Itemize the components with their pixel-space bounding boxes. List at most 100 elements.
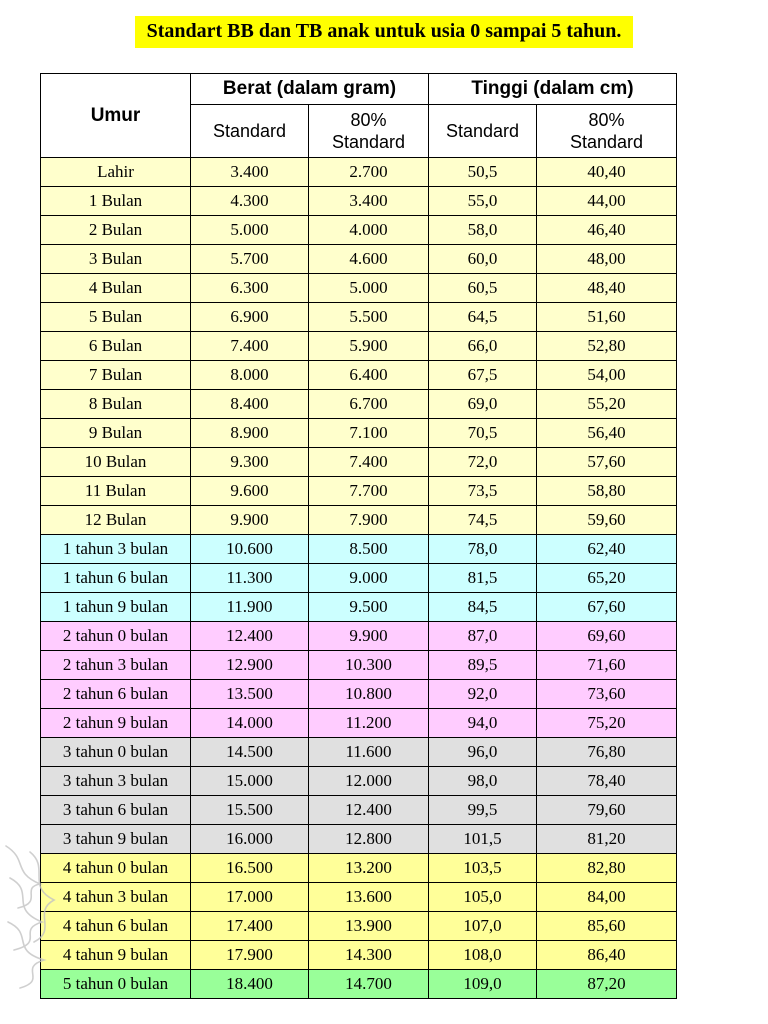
- berat-80-cell: 5.000: [308, 273, 429, 303]
- berat-80-cell: 14.700: [308, 969, 429, 999]
- tinggi-group-header: Tinggi (dalam cm): [428, 73, 677, 105]
- table-row: 6 Bulan 7.400 5.900 66,0 52,80: [40, 331, 677, 361]
- berat-80-cell: 4.000: [308, 215, 429, 245]
- tinggi-standard-cell: 99,5: [428, 795, 537, 825]
- tinggi-80-cell: 44,00: [536, 186, 677, 216]
- berat-standard-cell: 6.900: [190, 302, 309, 332]
- table-row: 12 Bulan 9.900 7.900 74,5 59,60: [40, 505, 677, 535]
- table-row: 4 Bulan 6.300 5.000 60,5 48,40: [40, 273, 677, 303]
- tinggi-standard-cell: 103,5: [428, 853, 537, 883]
- tinggi-standard-cell: 96,0: [428, 737, 537, 767]
- berat-80-cell: 10.300: [308, 650, 429, 680]
- berat-80-cell: 8.500: [308, 534, 429, 564]
- berat-standard-cell: 5.000: [190, 215, 309, 245]
- title-bar: Standart BB dan TB anak untuk usia 0 sam…: [0, 0, 768, 48]
- umur-cell: 9 Bulan: [40, 418, 191, 448]
- umur-cell: 10 Bulan: [40, 447, 191, 477]
- table-row: 2 tahun 0 bulan 12.400 9.900 87,0 69,60: [40, 621, 677, 651]
- table-row: 3 tahun 0 bulan 14.500 11.600 96,0 76,80: [40, 737, 677, 767]
- berat-80-cell: 2.700: [308, 157, 429, 187]
- umur-cell: 4 tahun 3 bulan: [40, 882, 191, 912]
- table-row: 5 Bulan 6.900 5.500 64,5 51,60: [40, 302, 677, 332]
- umur-cell: 4 tahun 6 bulan: [40, 911, 191, 941]
- berat-standard-cell: 16.500: [190, 853, 309, 883]
- umur-cell: 3 tahun 3 bulan: [40, 766, 191, 796]
- berat-standard-cell: 9.600: [190, 476, 309, 506]
- tinggi-standard-cell: 69,0: [428, 389, 537, 419]
- berat-standard-cell: 13.500: [190, 679, 309, 709]
- tinggi-standard-cell: 92,0: [428, 679, 537, 709]
- tinggi-80-cell: 46,40: [536, 215, 677, 245]
- table-row: 9 Bulan 8.900 7.100 70,5 56,40: [40, 418, 677, 448]
- berat-standard-cell: 16.000: [190, 824, 309, 854]
- umur-cell: 8 Bulan: [40, 389, 191, 419]
- table-row: 5 tahun 0 bulan 18.400 14.700 109,0 87,20: [40, 969, 677, 999]
- berat-80-cell: 12.000: [308, 766, 429, 796]
- tinggi-standard-cell: 94,0: [428, 708, 537, 738]
- tinggi-standard-cell: 109,0: [428, 969, 537, 999]
- tinggi-standard-cell: 50,5: [428, 157, 537, 187]
- berat-80-cell: 9.500: [308, 592, 429, 622]
- tinggi-80-cell: 62,40: [536, 534, 677, 564]
- umur-cell: 2 tahun 9 bulan: [40, 708, 191, 738]
- table-row: 4 tahun 0 bulan 16.500 13.200 103,5 82,80: [40, 853, 677, 883]
- berat-80-cell: 13.900: [308, 911, 429, 941]
- berat-80-standard-header: 80% Standard: [308, 104, 429, 158]
- tinggi-80-cell: 78,40: [536, 766, 677, 796]
- berat-group-header: Berat (dalam gram): [190, 73, 429, 105]
- tinggi-80-cell: 69,60: [536, 621, 677, 651]
- tinggi-80-cell: 65,20: [536, 563, 677, 593]
- umur-cell: 5 tahun 0 bulan: [40, 969, 191, 999]
- table-row: 3 tahun 3 bulan 15.000 12.000 98,0 78,40: [40, 766, 677, 796]
- berat-standard-cell: 12.900: [190, 650, 309, 680]
- berat-80-cell: 13.200: [308, 853, 429, 883]
- tinggi-80-cell: 79,60: [536, 795, 677, 825]
- tinggi-80-cell: 58,80: [536, 476, 677, 506]
- tinggi-80-cell: 52,80: [536, 331, 677, 361]
- table-row: 1 tahun 6 bulan 11.300 9.000 81,5 65,20: [40, 563, 677, 593]
- berat-80-cell: 7.700: [308, 476, 429, 506]
- page-title: Standart BB dan TB anak untuk usia 0 sam…: [134, 16, 634, 48]
- berat-80-cell: 11.200: [308, 708, 429, 738]
- umur-cell: 1 tahun 6 bulan: [40, 563, 191, 593]
- tinggi-standard-cell: 73,5: [428, 476, 537, 506]
- berat-80-cell: 13.600: [308, 882, 429, 912]
- tinggi-80-cell: 51,60: [536, 302, 677, 332]
- tinggi-standard-cell: 66,0: [428, 331, 537, 361]
- table-body: Lahir 3.400 2.700 50,5 40,40 1 Bulan 4.300 3.40…: [40, 157, 677, 999]
- berat-standard-cell: 4.300: [190, 186, 309, 216]
- tinggi-standard-cell: 87,0: [428, 621, 537, 651]
- berat-standard-cell: 17.900: [190, 940, 309, 970]
- table-row: 4 tahun 3 bulan 17.000 13.600 105,0 84,00: [40, 882, 677, 912]
- berat-80-cell: 6.400: [308, 360, 429, 390]
- table-row: 11 Bulan 9.600 7.700 73,5 58,80: [40, 476, 677, 506]
- tinggi-80-cell: 67,60: [536, 592, 677, 622]
- tinggi-80-cell: 40,40: [536, 157, 677, 187]
- berat-80-cell: 6.700: [308, 389, 429, 419]
- berat-80-cell: 7.900: [308, 505, 429, 535]
- umur-cell: 5 Bulan: [40, 302, 191, 332]
- tinggi-standard-cell: 81,5: [428, 563, 537, 593]
- berat-standard-cell: 9.900: [190, 505, 309, 535]
- berat-standard-cell: 15.500: [190, 795, 309, 825]
- umur-cell: Lahir: [40, 157, 191, 187]
- berat-80-cell: 9.000: [308, 563, 429, 593]
- tinggi-standard-cell: 101,5: [428, 824, 537, 854]
- berat-standard-cell: 8.000: [190, 360, 309, 390]
- berat-standard-cell: 6.300: [190, 273, 309, 303]
- tinggi-80-cell: 84,00: [536, 882, 677, 912]
- umur-cell: 7 Bulan: [40, 360, 191, 390]
- tinggi-80-cell: 48,40: [536, 273, 677, 303]
- berat-standard-cell: 15.000: [190, 766, 309, 796]
- table-row: 10 Bulan 9.300 7.400 72,0 57,60: [40, 447, 677, 477]
- berat-80-cell: 12.400: [308, 795, 429, 825]
- tinggi-80-cell: 75,20: [536, 708, 677, 738]
- berat-standard-cell: 17.400: [190, 911, 309, 941]
- berat-80-cell: 7.100: [308, 418, 429, 448]
- tinggi-standard-cell: 107,0: [428, 911, 537, 941]
- berat-standard-cell: 9.300: [190, 447, 309, 477]
- umur-cell: 2 Bulan: [40, 215, 191, 245]
- berat-80-cell: 10.800: [308, 679, 429, 709]
- table-row: 3 tahun 6 bulan 15.500 12.400 99,5 79,60: [40, 795, 677, 825]
- table-row: 2 tahun 6 bulan 13.500 10.800 92,0 73,60: [40, 679, 677, 709]
